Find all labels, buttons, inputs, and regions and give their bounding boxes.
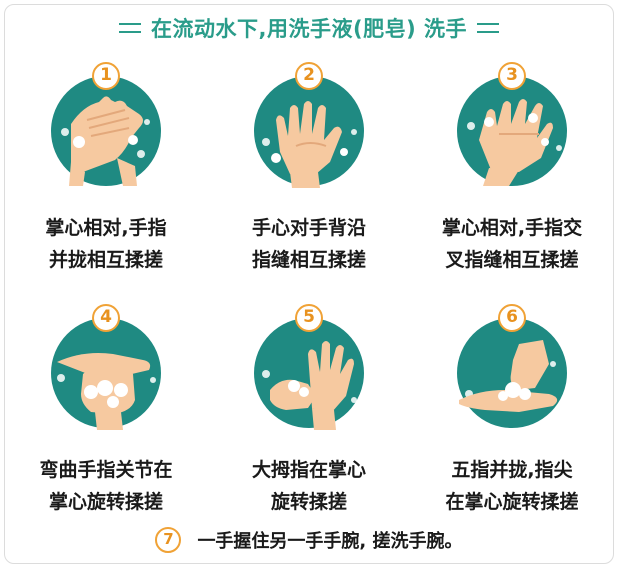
step-3-illustration: 3: [449, 62, 575, 192]
poster-title: 在流动水下,用洗手液(肥皂) 洗手: [151, 17, 467, 41]
step-3-line-1: 掌心相对,手指交: [441, 217, 583, 239]
hand-over-back-icon: [262, 101, 357, 188]
step-3: 3 掌心相对,手指交 叉指缝相互揉搓: [412, 62, 612, 312]
step-6-line-1: 五指并拢,指尖: [451, 459, 573, 481]
step-5-line-2: 旋转揉搓: [270, 491, 347, 513]
step-5-badge: 5: [295, 304, 323, 332]
knuckles-in-palm-icon: [57, 353, 156, 430]
step-4: 4 弯曲手指关节在 掌心旋转揉搓: [6, 304, 206, 554]
step-4-line-1: 弯曲手指关节在: [39, 459, 173, 481]
step-6-illustration: 6: [449, 304, 575, 434]
step-3-badge: 3: [498, 62, 526, 90]
step-1-illustration: 1: [43, 62, 169, 192]
step-2-line-2: 指缝相互揉搓: [251, 249, 366, 271]
fingers-interlaced-icon: [467, 99, 562, 186]
step-2: 2 手心对手背沿 指缝相互揉搓: [209, 62, 409, 312]
step-1-badge: 1: [92, 62, 120, 90]
poster-frame: [4, 4, 614, 564]
step-7-badge: 7: [155, 527, 182, 553]
step-2-line-1: 手心对手背沿: [251, 217, 366, 239]
step-4-illustration: 4: [43, 304, 169, 434]
header-dash-left: [119, 23, 141, 33]
step-6-line-2: 在掌心旋转揉搓: [445, 491, 579, 513]
step-3-caption: 掌心相对,手指交 叉指缝相互揉搓: [412, 212, 612, 276]
header-dash-right: [476, 23, 499, 33]
fingertips-in-palm-icon: [459, 340, 558, 412]
step-1-caption: 掌心相对,手指 并拢相互揉搓: [6, 212, 206, 276]
step-2-caption: 手心对手背沿 指缝相互揉搓: [209, 212, 409, 276]
step-1-line-1: 掌心相对,手指: [45, 217, 167, 239]
step-7: 7 一手握住另一手手腕, 搓洗手腕。: [0, 525, 618, 555]
step-1-line-2: 并拢相互揉搓: [48, 249, 163, 271]
poster-header: 在流动水下,用洗手液(肥皂) 洗手: [0, 12, 618, 44]
palms-rubbing-icon: [61, 96, 150, 186]
step-5-line-1: 大拇指在掌心: [251, 459, 366, 481]
step-1: 1 掌心相对,手指 并拢相互揉搓: [6, 62, 206, 312]
step-6-caption: 五指并拢,指尖 在掌心旋转揉搓: [412, 454, 612, 518]
step-6: 6 五指并拢,指尖 在掌心旋转揉搓: [412, 304, 612, 554]
thumb-rotation-icon: [262, 341, 357, 430]
step-7-caption: 一手握住另一手手腕, 搓洗手腕。: [197, 531, 463, 552]
step-5-caption: 大拇指在掌心 旋转揉搓: [209, 454, 409, 518]
step-3-line-2: 叉指缝相互揉搓: [445, 249, 579, 271]
step-2-badge: 2: [295, 62, 323, 90]
step-2-illustration: 2: [246, 62, 372, 192]
step-5-illustration: 5: [246, 304, 372, 434]
step-4-badge: 4: [92, 304, 120, 332]
step-6-badge: 6: [498, 304, 526, 332]
step-5: 5 大拇指在掌心 旋转揉搓: [209, 304, 409, 554]
step-4-line-2: 掌心旋转揉搓: [48, 491, 163, 513]
step-4-caption: 弯曲手指关节在 掌心旋转揉搓: [6, 454, 206, 518]
